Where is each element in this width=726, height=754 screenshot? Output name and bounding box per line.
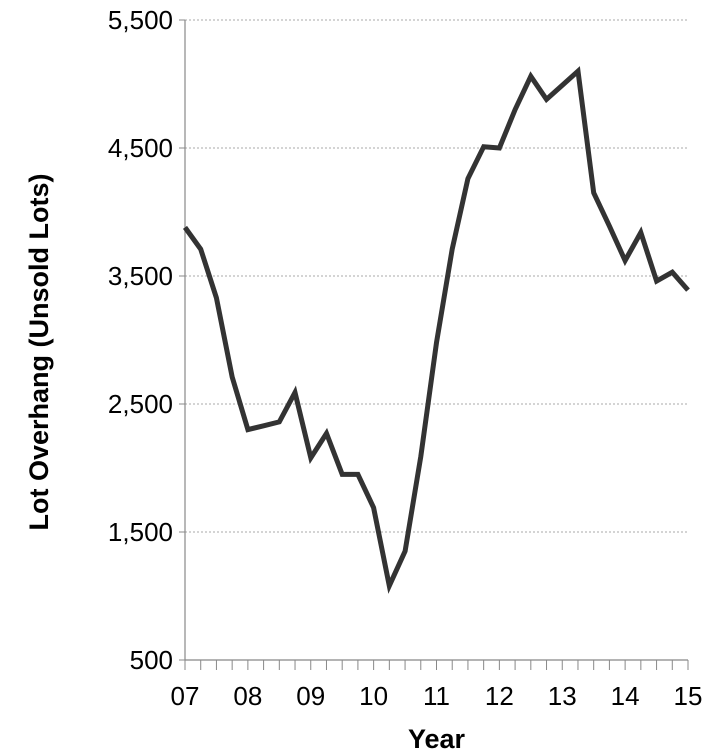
x-tick-label: 11 — [423, 681, 450, 711]
gridlines — [185, 19, 688, 533]
x-tick-label: 13 — [548, 681, 577, 711]
x-tick-label: 10 — [359, 681, 388, 711]
y-tick-label: 2,500 — [108, 389, 173, 419]
series-group — [182, 66, 690, 594]
series-line — [182, 66, 690, 594]
y-tick-label: 3,500 — [108, 261, 173, 291]
x-tick-label: 08 — [233, 681, 262, 711]
y-tick-label: 5,500 — [108, 5, 173, 35]
x-tick-label: 12 — [485, 681, 514, 711]
x-tick-label: 09 — [296, 681, 325, 711]
x-tick-label: 14 — [611, 681, 640, 711]
y-axis-title: Lot Overhang (Unsold Lots) — [24, 174, 54, 531]
x-tick-label: 07 — [171, 681, 200, 711]
x-tick-label: 15 — [674, 681, 703, 711]
y-axis-ticks: 500 1,500 2,500 3,500 4,500 5,500 — [108, 5, 185, 675]
y-tick-label: 1,500 — [108, 517, 173, 547]
y-tick-label: 4,500 — [108, 133, 173, 163]
x-axis-ticks: 07 08 09 10 11 12 13 14 15 — [171, 660, 703, 711]
x-axis-title: Year — [408, 724, 466, 754]
y-tick-label: 500 — [130, 645, 173, 675]
